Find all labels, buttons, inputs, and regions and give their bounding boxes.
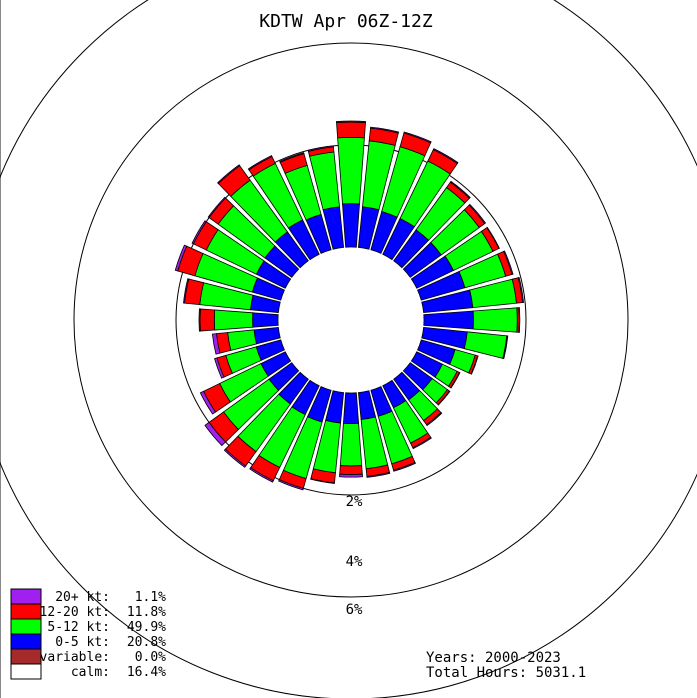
bar-180-speed-5-12 xyxy=(339,422,363,467)
legend-label-variable: variable: xyxy=(40,650,110,665)
bar-50-speed-20-plus xyxy=(468,203,487,225)
legend-pct-variable: 0.0% xyxy=(135,650,166,665)
legend: 20+ kt: 1.1% 12-20 kt: 11.8% 5-12 kt: 49… xyxy=(10,588,166,680)
bar-40-speed-20-plus xyxy=(449,180,471,199)
bar-230-speed-20-plus xyxy=(204,421,227,447)
bar-340-speed-20-plus xyxy=(279,152,305,163)
bar-240-speed-20-plus xyxy=(199,390,217,415)
bar-120-speed-20-plus xyxy=(450,371,461,389)
chart-footer: Years: 2000-2023 Total Hours: 5031.1 xyxy=(426,650,586,681)
bar-280-speed-20-plus xyxy=(183,278,190,304)
legend-pct-12-20: 11.8% xyxy=(127,605,166,620)
footer-years: Years: 2000-2023 xyxy=(426,650,561,666)
bar-180-speed-0-5 xyxy=(342,392,360,424)
bar-150-speed-20-plus xyxy=(412,436,432,450)
legend-pct-calm: 16.4% xyxy=(127,665,166,680)
bar-30-speed-20-plus xyxy=(432,148,459,165)
bar-0-speed-5-12 xyxy=(337,136,365,205)
bar-180-speed-20-plus xyxy=(339,473,363,478)
bar-270-speed-0-5 xyxy=(252,312,279,328)
bar-100-speed-20-plus xyxy=(502,335,509,360)
bar-0-speed-0-5 xyxy=(342,203,360,248)
bar-140-speed-20-plus xyxy=(425,411,443,427)
bar-190-speed-20-plus xyxy=(310,478,335,484)
bar-170-speed-20-plus xyxy=(366,471,391,478)
legend-swatch-gt20 xyxy=(10,588,42,605)
ring-labels: 2% 4% 6% xyxy=(346,494,363,618)
legend-swatch-variable xyxy=(10,648,42,665)
footer-total-hours: Total Hours: 5031.1 xyxy=(426,665,586,681)
legend-pct-5-12: 49.9% xyxy=(127,620,166,635)
bar-10-speed-20-plus xyxy=(370,126,400,134)
bar-160-speed-20-plus xyxy=(393,461,416,472)
legend-pct-gt20: 1.1% xyxy=(135,590,166,605)
legend-swatch-12-20 xyxy=(10,603,42,620)
bar-210-speed-20-plus xyxy=(249,467,274,483)
legend-pct-0-5: 20.8% xyxy=(127,635,166,650)
legend-label-5-12: 5-12 kt: xyxy=(47,620,110,635)
ring-label-6pct: 6% xyxy=(346,602,363,618)
bar-90-speed-5-12 xyxy=(472,307,518,333)
bar-290-speed-20-plus xyxy=(174,244,188,272)
legend-swatch-calm xyxy=(10,663,42,680)
bar-70-speed-20-plus xyxy=(503,250,514,275)
bar-180-speed-12-20 xyxy=(339,465,363,475)
bar-90-speed-0-5 xyxy=(423,310,474,330)
left-edge-line xyxy=(0,0,1,698)
bar-260-speed-5-12 xyxy=(227,329,257,351)
bar-0-speed-20-plus xyxy=(336,120,366,124)
bar-130-speed-20-plus xyxy=(437,390,451,406)
bar-270-speed-12-20 xyxy=(199,308,216,332)
ring-label-4pct: 4% xyxy=(346,554,363,570)
bar-110-speed-20-plus xyxy=(470,355,479,375)
bar-0-speed-12-20 xyxy=(336,121,366,139)
legend-swatch-5-12 xyxy=(10,618,42,635)
bar-320-speed-20-plus xyxy=(217,164,241,185)
bar-270-speed-5-12 xyxy=(213,309,254,331)
chart-title: KDTW Apr 06Z-12Z xyxy=(259,11,433,32)
ring-label-2pct: 2% xyxy=(346,494,363,510)
legend-swatch-0-5 xyxy=(10,633,42,650)
legend-label-0-5: 0-5 kt: xyxy=(55,635,110,650)
bar-220-speed-20-plus xyxy=(223,448,247,468)
bar-200-speed-20-plus xyxy=(278,479,304,491)
bar-20-speed-20-plus xyxy=(403,131,432,144)
bar-60-speed-20-plus xyxy=(486,226,500,250)
bar-300-speed-20-plus xyxy=(191,220,207,245)
direction-bars xyxy=(174,120,525,491)
bar-260-speed-20-plus xyxy=(211,333,221,355)
legend-label-calm: calm: xyxy=(71,665,110,680)
bar-330-speed-20-plus xyxy=(247,155,273,171)
legend-label-gt20: 20+ kt: xyxy=(55,590,110,605)
bar-90-speed-20-plus xyxy=(518,307,521,333)
bar-80-speed-20-plus xyxy=(517,276,525,304)
legend-label-12-20: 12-20 kt: xyxy=(40,605,110,620)
ring-4pct xyxy=(73,42,629,598)
bar-310-speed-20-plus xyxy=(207,196,227,219)
bar-250-speed-20-plus xyxy=(214,357,225,379)
bar-350-speed-20-plus xyxy=(307,145,334,152)
bar-270-speed-20-plus xyxy=(198,308,201,332)
